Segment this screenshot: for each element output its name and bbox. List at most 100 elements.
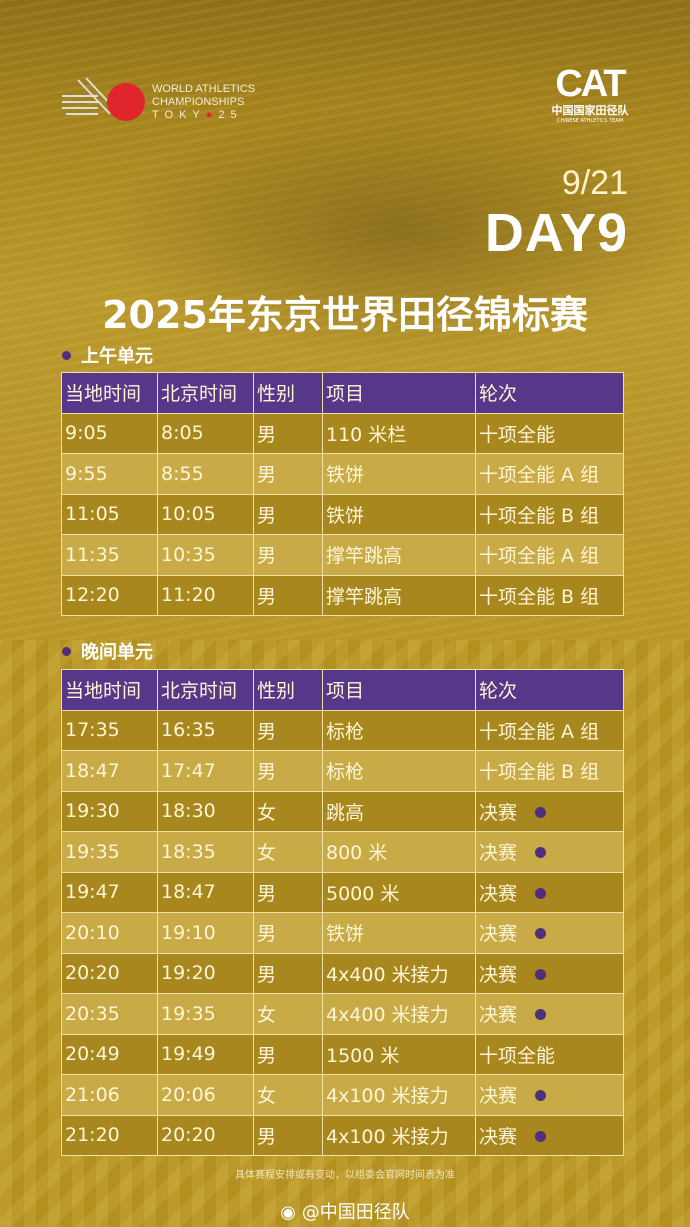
cell-beijing-time: 11:20: [157, 574, 254, 616]
table-row: 18:47 17:47 男 标枪 十项全能 B 组: [61, 750, 624, 792]
cell-round: 十项全能 B 组: [475, 493, 624, 535]
cell-text: 十项全能: [479, 423, 556, 446]
cell-local-time: 11:05: [61, 493, 158, 535]
cell-text: 18:47: [161, 881, 216, 904]
cell-round: 决赛: [475, 1074, 624, 1116]
morning-schedule-table: 当地时间 北京时间 性别 项目 轮次 9:05 8:05 男 110 米栏 十项全能 9:55 8:5…: [61, 372, 624, 616]
cell-gender: 女: [253, 993, 323, 1035]
world-athletics-logo: WORLD ATHLETICS CHAMPIONSHIPS TOKY●25: [58, 74, 255, 130]
cell-text: 标枪: [326, 761, 365, 784]
cell-text: 铁饼: [326, 464, 365, 487]
table-row: 19:30 18:30 女 跳高 决赛: [61, 790, 624, 832]
cell-text: 决赛: [479, 882, 518, 905]
table-row: 20:49 19:49 男 1500 米 十项全能: [61, 1033, 624, 1075]
cell-text: 女: [257, 1004, 277, 1027]
cell-text: 男: [257, 585, 277, 608]
header-row: 当地时间 北京时间 性别 项目 轮次: [61, 669, 624, 711]
bullet-icon: [62, 647, 71, 656]
cell-round: 十项全能: [475, 412, 624, 454]
cell-text: 决赛: [479, 1125, 518, 1148]
cell-round: 十项全能 A 组: [475, 709, 624, 751]
cell-beijing-time: 8:05: [157, 412, 254, 454]
cell-beijing-time: 19:20: [157, 952, 254, 994]
cell-text: 十项全能 B 组: [479, 585, 600, 608]
cell-gender: 男: [253, 912, 323, 954]
cell-text: 19:35: [161, 1002, 216, 1025]
cell-gender: 男: [253, 1114, 323, 1156]
column-header-local-time: 当地时间: [61, 669, 158, 711]
table-row: 9:55 8:55 男 铁饼 十项全能 A 组: [61, 453, 624, 495]
final-marker-icon: [535, 928, 547, 940]
cell-local-time: 19:47: [61, 871, 158, 913]
cell-text: 4x100 米接力: [326, 1085, 449, 1108]
header-row: 当地时间 北京时间 性别 项目 轮次: [61, 372, 624, 414]
weibo-handle-text: @中国田径队: [301, 1202, 410, 1223]
cell-round: 十项全能 B 组: [475, 750, 624, 792]
table-row: 20:20 19:20 男 4x400 米接力 决赛: [61, 952, 624, 994]
cell-gender: 男: [253, 1033, 323, 1075]
cell-beijing-time: 18:47: [157, 871, 254, 913]
cell-text: 十项全能 A 组: [479, 464, 600, 487]
cell-gender: 男: [253, 709, 323, 751]
cell-event: 铁饼: [322, 912, 476, 954]
cell-local-time: 19:35: [61, 831, 158, 873]
cell-round: 决赛: [475, 871, 624, 913]
column-header-gender: 性别: [253, 669, 323, 711]
cell-text: 男: [257, 963, 277, 986]
cell-gender: 女: [253, 1074, 323, 1116]
cell-gender: 男: [253, 534, 323, 576]
table-row: 21:20 20:20 男 4x100 米接力 决赛: [61, 1114, 624, 1156]
cell-event: 4x400 米接力: [322, 952, 476, 994]
cell-text: 男: [257, 1125, 277, 1148]
final-marker-icon: [535, 887, 547, 899]
cell-text: 男: [257, 761, 277, 784]
cell-event: 4x400 米接力: [322, 993, 476, 1035]
wa-text-25: 25: [218, 108, 243, 121]
cell-text: 12:20: [65, 584, 120, 607]
column-header-local-time: 当地时间: [61, 372, 158, 414]
cell-text: 8:05: [161, 422, 204, 445]
wa-text-line1: WORLD ATHLETICS: [152, 82, 256, 95]
table-row: 20:35 19:35 女 4x400 米接力 决赛: [61, 993, 624, 1035]
cell-text: 铁饼: [326, 923, 365, 946]
cell-text: 十项全能: [479, 1044, 556, 1067]
cell-local-time: 20:20: [61, 952, 158, 994]
column-header-round: 轮次: [475, 372, 624, 414]
cell-round: 决赛: [475, 790, 624, 832]
cell-text: 十项全能 A 组: [479, 720, 600, 743]
table-row: 20:10 19:10 男 铁饼 决赛: [61, 912, 624, 954]
cell-beijing-time: 10:35: [157, 534, 254, 576]
cell-text: 1500 米: [326, 1044, 400, 1067]
cell-beijing-time: 19:35: [157, 993, 254, 1035]
cell-local-time: 12:20: [61, 574, 158, 616]
cell-text: 19:10: [161, 921, 216, 944]
cell-round: 决赛: [475, 993, 624, 1035]
cell-round: 决赛: [475, 952, 624, 994]
cell-local-time: 20:49: [61, 1033, 158, 1075]
cell-text: 19:47: [65, 881, 120, 904]
cell-event: 4x100 米接力: [322, 1114, 476, 1156]
evening-schedule-table: 当地时间 北京时间 性别 项目 轮次 17:35 16:35 男标枪 十项全能 A 组 18:47…: [61, 669, 624, 1156]
cell-local-time: 21:06: [61, 1074, 158, 1116]
cell-text: 男: [257, 545, 277, 568]
cell-text: 决赛: [479, 1085, 518, 1108]
cell-text: 17:35: [65, 719, 120, 742]
cell-event: 4x100 米接力: [322, 1074, 476, 1116]
cell-beijing-time: 10:05: [157, 493, 254, 535]
cell-text: 10:35: [161, 543, 216, 566]
cell-text: 十项全能 A 组: [479, 545, 600, 568]
cell-text: 男: [257, 423, 277, 446]
cell-beijing-time: 19:49: [157, 1033, 254, 1075]
cell-gender: 男: [253, 750, 323, 792]
table-row: 17:35 16:35 男 标枪 十项全能 A 组: [61, 709, 624, 751]
cell-text: 11:35: [65, 543, 120, 566]
table-row: 21:06 20:06 女 4x100 米接力 决赛: [61, 1074, 624, 1116]
cell-text: 19:20: [161, 962, 216, 985]
cell-event: 1500 米: [322, 1033, 476, 1075]
cell-local-time: 9:05: [61, 412, 158, 454]
cell-text: 11:20: [161, 584, 216, 607]
cell-local-time: 20:35: [61, 993, 158, 1035]
cell-round: 十项全能 A 组: [475, 453, 624, 495]
cell-event: 800 米: [322, 831, 476, 873]
cell-text: 20:20: [65, 962, 120, 985]
